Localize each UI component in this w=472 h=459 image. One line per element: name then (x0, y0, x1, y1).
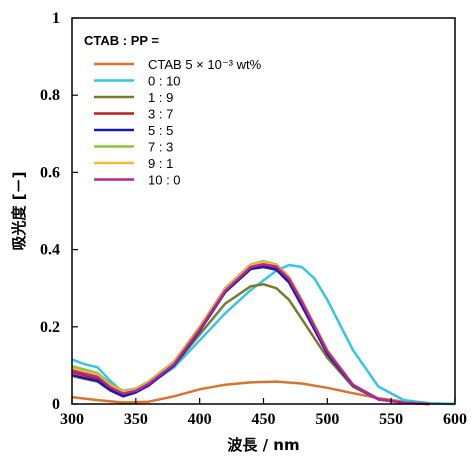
y-tick-label: 0.8 (40, 87, 60, 104)
legend-label-1: 0 : 10 (148, 74, 181, 89)
legend-label-7: 10 : 0 (148, 173, 181, 188)
legend-label-5: 7 : 3 (148, 140, 173, 155)
x-tick-label: 550 (379, 411, 403, 428)
series-line-1 (71, 263, 456, 406)
legend-label-3: 3 : 7 (148, 107, 173, 122)
series-line-7 (71, 263, 430, 406)
legend-label-6: 9 : 1 (148, 156, 173, 171)
y-tick-label: 1 (52, 10, 60, 27)
y-tick-label: 0.4 (40, 242, 60, 259)
legend-label-4: 5 : 5 (148, 123, 173, 138)
y-tick-label: 0.6 (40, 164, 60, 181)
y-axis-title: 吸光度 [－] (10, 172, 28, 251)
x-tick-label: 500 (315, 411, 339, 428)
legend-label-2: 1 : 9 (148, 90, 173, 105)
x-tick-label: 300 (60, 411, 84, 428)
x-tick-label: 450 (252, 411, 276, 428)
x-tick-label: 600 (443, 411, 467, 428)
series-line-2 (71, 283, 430, 406)
x-tick-label: 400 (188, 411, 212, 428)
ticks-layer: 300 350 400 450 500 550 600 0 0.2 0.4 0.6 0.8 1 (40, 10, 467, 428)
legend: CTAB : PP = CTAB 5 × 10⁻³ wt% 0 : 101 : 9… (84, 33, 262, 188)
x-tick-label: 350 (124, 411, 148, 428)
x-axis-title: 波長 / nm (227, 436, 299, 454)
plot-frame (71, 17, 456, 405)
legend-label-0: CTAB 5 × 10⁻³ wt% (148, 57, 262, 72)
legend-heading: CTAB : PP = (84, 33, 159, 48)
series-layer (71, 259, 456, 406)
y-tick-label: 0.2 (40, 319, 60, 336)
y-tick-label: 0 (52, 396, 60, 413)
